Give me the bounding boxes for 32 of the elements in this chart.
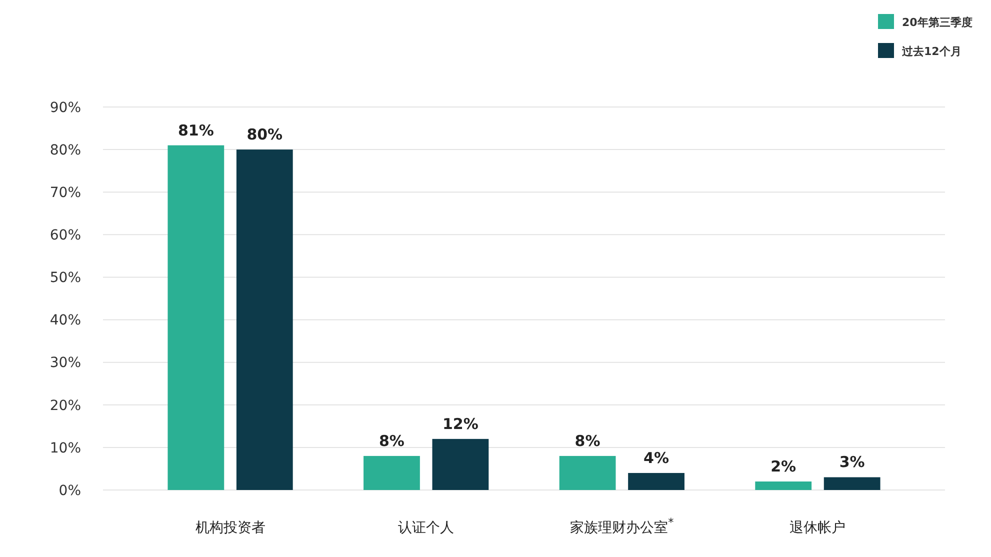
y-tick-label: 60% [50,228,81,244]
data-label: 80% [246,126,283,144]
y-tick-label: 70% [50,185,81,202]
bar [168,145,224,490]
data-label: 8% [378,432,404,450]
x-tick-label: 认证个人 [398,520,454,536]
y-tick-label: 0% [58,482,81,499]
y-tick-label: 80% [50,142,81,158]
data-label: 4% [644,448,670,467]
bar [628,472,684,490]
data-label: 8% [574,432,600,450]
x-tick-label: 退休帐户 [790,520,846,536]
y-tick-label: 20% [50,398,81,414]
y-tick-label: 90% [50,100,81,116]
legend-label: 过去12个月 [901,45,962,58]
legend-label: 20年第三季度 [902,16,972,29]
bar [236,150,293,490]
data-label: 3% [839,453,865,472]
y-tick-label: 10% [50,440,81,456]
bar [364,456,420,490]
bar [824,477,880,490]
x-tick-label: 机构投资者 [195,520,266,536]
y-tick-label: 40% [50,312,81,329]
y-tick-label: 50% [50,270,81,286]
bar [755,481,812,490]
y-tick-label: 30% [50,355,81,372]
bar [559,456,616,490]
data-label: 81% [178,121,214,140]
bar [432,438,489,490]
x-tick-label: 家族理财办公室$^{*}$ [570,516,674,536]
data-label: 12% [442,414,478,433]
data-label: 2% [770,457,796,476]
